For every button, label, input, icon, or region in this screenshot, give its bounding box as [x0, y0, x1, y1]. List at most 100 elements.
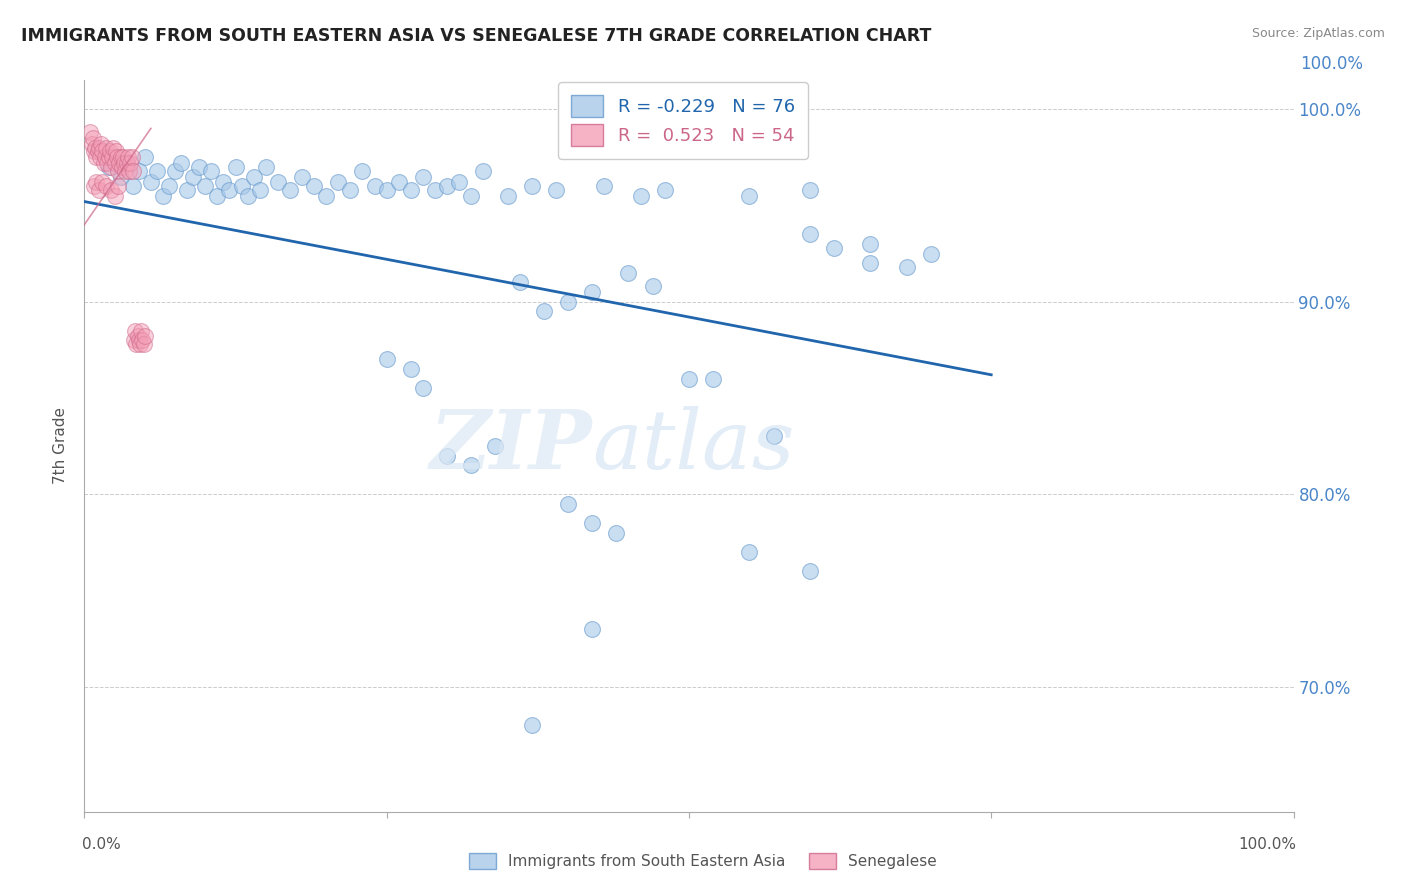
- Point: [97, 160, 120, 174]
- Point: [152, 188, 174, 202]
- Point: [520, 718, 543, 732]
- Point: [176, 183, 198, 197]
- Point: [122, 333, 145, 347]
- Point: [117, 150, 139, 164]
- Point: [315, 188, 337, 202]
- Point: [375, 183, 398, 197]
- Point: [104, 145, 127, 159]
- Point: [254, 160, 277, 174]
- Text: ZIP: ZIP: [430, 406, 592, 486]
- Point: [799, 183, 821, 197]
- Point: [738, 545, 761, 559]
- Point: [188, 160, 211, 174]
- Point: [94, 179, 117, 194]
- Point: [79, 125, 101, 139]
- Point: [231, 179, 253, 194]
- Point: [544, 183, 567, 197]
- Point: [520, 179, 543, 194]
- Point: [436, 449, 458, 463]
- Point: [121, 150, 143, 164]
- Point: [207, 188, 229, 202]
- Point: [129, 337, 152, 351]
- Point: [96, 156, 118, 170]
- Point: [449, 175, 471, 189]
- Point: [86, 175, 108, 189]
- Point: [128, 163, 150, 178]
- Point: [127, 329, 149, 343]
- Point: [86, 150, 108, 164]
- Point: [200, 163, 222, 178]
- Point: [94, 150, 117, 164]
- Point: [125, 337, 148, 351]
- Point: [104, 156, 127, 170]
- Text: 100.0%: 100.0%: [1239, 837, 1296, 852]
- Point: [132, 337, 155, 351]
- Point: [423, 183, 446, 197]
- Text: 100.0%: 100.0%: [1301, 55, 1364, 73]
- Point: [112, 150, 135, 164]
- Point: [859, 256, 882, 270]
- Point: [97, 150, 120, 164]
- Point: [557, 294, 579, 309]
- Point: [100, 183, 122, 197]
- Point: [593, 179, 616, 194]
- Point: [91, 145, 114, 159]
- Point: [738, 188, 761, 202]
- Point: [114, 163, 136, 178]
- Point: [218, 183, 240, 197]
- Point: [115, 156, 138, 170]
- Point: [103, 141, 125, 155]
- Point: [557, 497, 579, 511]
- Point: [89, 150, 111, 164]
- Point: [107, 163, 129, 178]
- Point: [110, 150, 132, 164]
- Point: [328, 175, 350, 189]
- Point: [799, 227, 821, 242]
- Point: [80, 136, 103, 151]
- Point: [110, 169, 132, 184]
- Point: [105, 150, 128, 164]
- Point: [375, 352, 398, 367]
- Point: [436, 179, 458, 194]
- Point: [702, 371, 724, 385]
- Point: [896, 260, 918, 274]
- Point: [472, 163, 495, 178]
- Point: [131, 333, 153, 347]
- Point: [165, 163, 187, 178]
- Point: [412, 169, 434, 184]
- Point: [170, 156, 193, 170]
- Text: Source: ZipAtlas.com: Source: ZipAtlas.com: [1251, 27, 1385, 40]
- Point: [139, 175, 162, 189]
- Point: [121, 163, 143, 178]
- Point: [98, 145, 121, 159]
- Text: atlas: atlas: [592, 406, 794, 486]
- Point: [115, 156, 138, 170]
- Point: [460, 188, 482, 202]
- Text: IMMIGRANTS FROM SOUTH EASTERN ASIA VS SENEGALESE 7TH GRADE CORRELATION CHART: IMMIGRANTS FROM SOUTH EASTERN ASIA VS SE…: [21, 27, 931, 45]
- Point: [90, 136, 112, 151]
- Point: [412, 381, 434, 395]
- Point: [762, 429, 785, 443]
- Point: [242, 169, 264, 184]
- Point: [484, 439, 506, 453]
- Point: [108, 156, 131, 170]
- Point: [799, 564, 821, 578]
- Point: [496, 188, 519, 202]
- Point: [236, 188, 259, 202]
- Point: [104, 188, 127, 202]
- Point: [93, 156, 115, 170]
- Point: [339, 183, 361, 197]
- Point: [605, 525, 627, 540]
- Text: 0.0%: 0.0%: [82, 837, 121, 852]
- Point: [291, 169, 314, 184]
- Point: [129, 324, 152, 338]
- Legend: Immigrants from South Eastern Asia, Senegalese: Immigrants from South Eastern Asia, Sene…: [463, 847, 943, 875]
- Point: [146, 163, 169, 178]
- Point: [82, 131, 104, 145]
- Point: [118, 163, 141, 178]
- Point: [352, 163, 374, 178]
- Point: [859, 236, 882, 251]
- Point: [121, 179, 143, 194]
- Point: [194, 179, 217, 194]
- Point: [509, 276, 531, 290]
